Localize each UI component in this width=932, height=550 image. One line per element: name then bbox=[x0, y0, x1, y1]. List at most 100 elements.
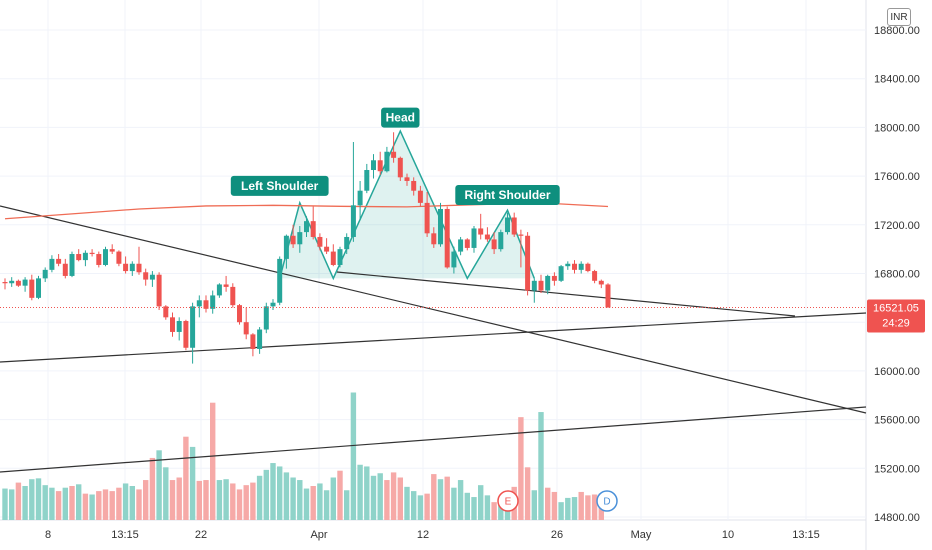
volume-bar bbox=[565, 497, 571, 520]
candle-body bbox=[96, 254, 102, 265]
candle-body bbox=[438, 208, 443, 245]
volume-bar bbox=[263, 469, 269, 520]
y-tick-label: 14800.00 bbox=[874, 512, 920, 524]
volume-bar bbox=[431, 474, 437, 520]
candle-body bbox=[176, 320, 182, 332]
dividend-event-marker[interactable] bbox=[596, 490, 618, 512]
volume-bar bbox=[551, 491, 558, 520]
volume-bar bbox=[370, 475, 377, 520]
volume-bar bbox=[478, 485, 484, 520]
volume-bar bbox=[49, 487, 55, 520]
candle-body bbox=[572, 263, 577, 270]
volume-bar bbox=[350, 392, 357, 520]
pattern-label[interactable]: Left Shoulder bbox=[230, 175, 329, 196]
volume-bar bbox=[310, 486, 316, 520]
candle-body bbox=[491, 239, 497, 250]
candle-body bbox=[82, 252, 88, 261]
candle-body bbox=[183, 320, 189, 348]
volume-bar bbox=[236, 489, 243, 520]
candle-body bbox=[89, 252, 95, 255]
earnings-event-marker[interactable] bbox=[497, 490, 519, 512]
volume-bar bbox=[256, 475, 263, 520]
candle-body bbox=[404, 177, 410, 181]
volume-bar bbox=[404, 486, 410, 520]
trendline-descending[interactable] bbox=[0, 205, 867, 414]
volume-bar bbox=[457, 480, 464, 520]
volume-bar bbox=[109, 491, 115, 520]
candle-body bbox=[250, 334, 256, 349]
pattern-outline bbox=[278, 129, 535, 281]
candle-body bbox=[451, 251, 457, 268]
pattern-label[interactable]: Head bbox=[381, 107, 420, 128]
volume-bar bbox=[116, 487, 122, 520]
candle-body bbox=[531, 280, 537, 291]
volume-bar bbox=[270, 463, 276, 520]
pattern-label[interactable]: Right Shoulder bbox=[455, 184, 560, 205]
volume-bar bbox=[76, 484, 82, 520]
volume-bar bbox=[9, 489, 15, 520]
candle-body bbox=[377, 160, 383, 172]
x-tick-label: 13:15 bbox=[792, 529, 820, 541]
volume-bar bbox=[176, 477, 182, 520]
trendline-neckline[interactable] bbox=[336, 271, 796, 317]
candle-body bbox=[103, 249, 108, 265]
pattern-label-text: Head bbox=[386, 111, 415, 125]
bar-countdown: 24:29 bbox=[882, 317, 910, 329]
candle-body bbox=[431, 233, 437, 245]
volume-bar bbox=[297, 480, 303, 520]
volume-bar bbox=[183, 436, 189, 520]
volume-bar bbox=[29, 479, 35, 520]
pattern-label-box bbox=[455, 184, 560, 205]
volume-bar bbox=[437, 479, 444, 520]
volume-bar bbox=[143, 480, 149, 520]
y-tick-label: 18000.00 bbox=[874, 122, 920, 134]
candle-body bbox=[15, 280, 21, 286]
candle-body bbox=[22, 279, 28, 286]
trendline-support[interactable] bbox=[0, 312, 867, 363]
volume-bar bbox=[384, 480, 390, 520]
volume-bar bbox=[129, 486, 135, 520]
volume-bar bbox=[69, 486, 75, 520]
candle-body bbox=[324, 246, 330, 252]
candle-body bbox=[310, 221, 316, 237]
volume-bar bbox=[317, 483, 323, 520]
candle-body bbox=[149, 274, 155, 280]
candle-body bbox=[357, 190, 363, 206]
candle-body bbox=[203, 300, 209, 309]
pattern-label-text: Right Shoulder bbox=[465, 188, 551, 202]
candle-body bbox=[525, 235, 531, 291]
volume-bar bbox=[411, 491, 417, 520]
currency-button[interactable]: INR bbox=[887, 8, 911, 26]
candle-body bbox=[551, 275, 557, 281]
candle-body bbox=[350, 205, 356, 237]
candle-body bbox=[471, 228, 477, 248]
x-tick-label: May bbox=[631, 529, 652, 541]
pattern-label-box bbox=[230, 175, 329, 196]
pattern-fill bbox=[279, 131, 535, 279]
candle-body bbox=[364, 170, 370, 191]
candle-body bbox=[109, 249, 115, 252]
volume-bar bbox=[464, 492, 470, 520]
pattern-label-text: Left Shoulder bbox=[241, 179, 319, 193]
candle-body bbox=[478, 228, 484, 235]
volume-bar bbox=[518, 417, 524, 520]
trendline-volume[interactable] bbox=[0, 406, 867, 473]
y-tick-label: 17200.00 bbox=[874, 220, 920, 232]
volume-bar bbox=[397, 477, 403, 520]
volume-bar bbox=[538, 412, 544, 520]
candle-body bbox=[330, 251, 336, 265]
candle-body bbox=[458, 239, 464, 252]
volume-bar bbox=[42, 485, 48, 520]
candle-body bbox=[344, 236, 350, 250]
candle-body bbox=[283, 235, 289, 259]
candle-body bbox=[317, 236, 323, 247]
volume-bar bbox=[451, 487, 457, 520]
volume-bar bbox=[484, 495, 491, 520]
volume-bar bbox=[250, 482, 256, 520]
candle-body bbox=[397, 157, 403, 178]
event-marker-label: D bbox=[603, 497, 610, 508]
candle-body bbox=[56, 258, 62, 264]
volume-bar bbox=[55, 491, 62, 520]
volume-bar bbox=[303, 488, 310, 520]
